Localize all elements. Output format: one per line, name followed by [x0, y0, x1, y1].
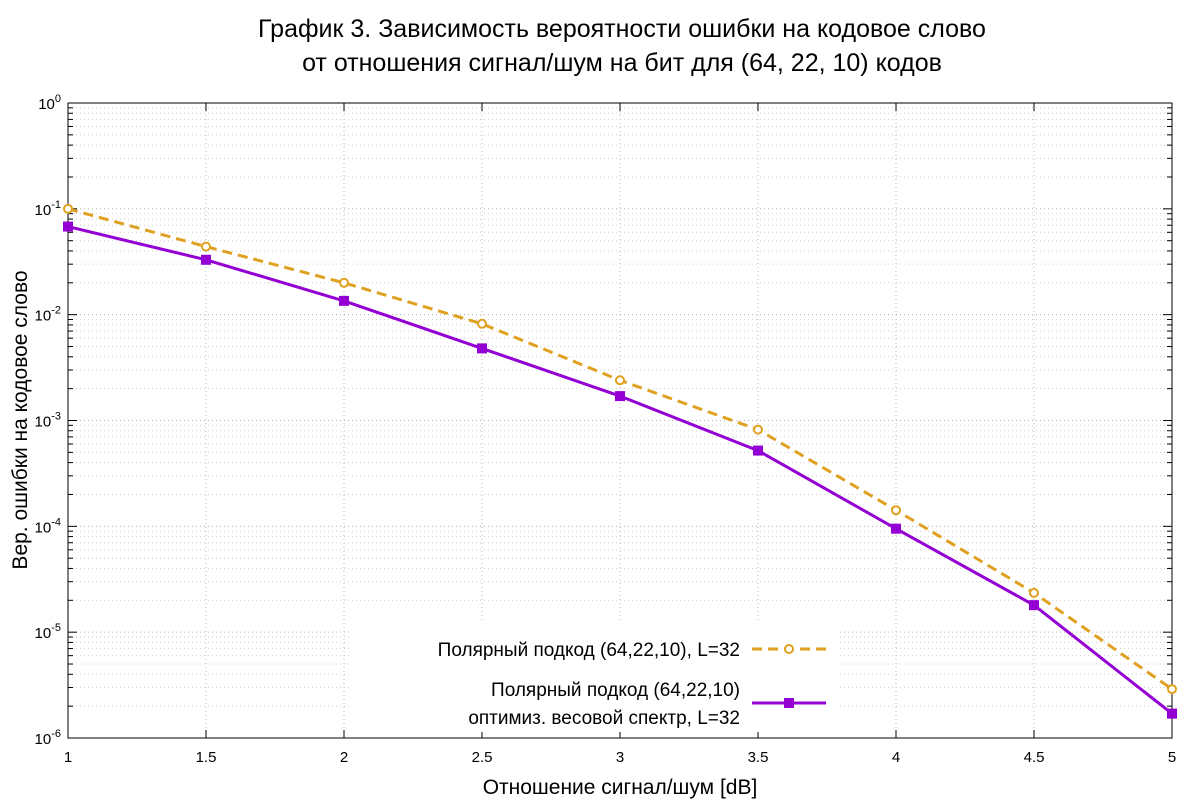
data-point: [201, 254, 211, 265]
chart-title-line-2: от отношения сигнал/шум на бит для (64, …: [302, 49, 942, 77]
legend: Полярный подкод (64,22,10), L=32 Полярный…: [350, 622, 838, 732]
data-point: [63, 221, 73, 232]
data-point: [891, 523, 901, 534]
data-point: [615, 375, 625, 386]
legend-marker: [784, 644, 794, 654]
data-point: [1167, 684, 1177, 695]
data-point: [891, 505, 901, 516]
x-tick-label: 1: [64, 749, 72, 766]
data-point: [339, 277, 349, 288]
data-point: [1029, 587, 1039, 598]
y-tick-label: 10-3: [35, 411, 61, 431]
series-2: [63, 221, 1177, 719]
y-axis-label: Вер. ошибки на кодовое слово: [9, 270, 32, 569]
y-tick-label: 10-4: [35, 516, 61, 536]
x-axis-label: Отношение сигнал/шум [dB]: [483, 776, 758, 799]
x-tick-label: 3.5: [748, 749, 769, 766]
series-layer: [63, 203, 1177, 719]
legend-label: Полярный подкод (64,22,10), L=32: [438, 640, 740, 661]
data-point: [477, 343, 487, 354]
legend-marker: [784, 698, 794, 708]
x-tick-label: 3: [616, 749, 624, 766]
y-tick-label: 10-1: [35, 199, 61, 219]
grid: [68, 103, 1172, 738]
data-point: [477, 318, 487, 329]
chart-title-line-1: График 3. Зависимость вероятности ошибки…: [258, 15, 986, 43]
data-point: [615, 391, 625, 402]
x-tick-label: 5: [1168, 749, 1176, 766]
y-tick-label: 100: [38, 93, 61, 113]
legend-label: оптимиз. весовой спектр, L=32: [468, 708, 740, 729]
chart-title: График 3. Зависимость вероятности ошибки…: [258, 15, 986, 77]
axis-ticks: 1 1.5 2 2.5 3 3.5 4 4.5 5 100 10-1 10-2 10-3 10-4 10-5…: [35, 93, 1177, 766]
y-tick-label: 10-2: [35, 305, 61, 325]
x-tick-label: 4: [892, 749, 900, 766]
data-point: [753, 445, 763, 456]
legend-background: [350, 622, 838, 732]
data-point: [1167, 708, 1177, 719]
data-point: [339, 295, 349, 306]
series-line: [67, 207, 1173, 691]
x-tick-label: 2.5: [472, 749, 493, 766]
data-point: [63, 203, 73, 214]
data-point: [753, 424, 763, 435]
series-1: [63, 203, 1177, 695]
data-point: [1029, 600, 1039, 611]
x-tick-label: 4.5: [1024, 749, 1045, 766]
x-tick-label: 1.5: [196, 749, 217, 766]
legend-label: Полярный подкод (64,22,10): [491, 680, 740, 701]
x-tick-label: 2: [340, 749, 348, 766]
y-tick-label: 10-6: [35, 728, 61, 748]
data-point: [201, 241, 211, 252]
y-tick-label: 10-5: [35, 622, 61, 642]
